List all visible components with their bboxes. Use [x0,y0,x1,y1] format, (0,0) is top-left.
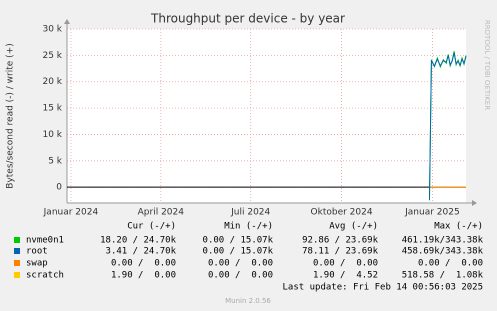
legend-cell: 0.00 / 0.00 [313,259,378,269]
y-tick-label: 30 k [42,25,62,35]
legend-swatch [14,237,20,243]
legend-cell: 461.19k/343.38k [402,236,484,246]
y-tick-label: 10 k [42,130,62,140]
plot-area [67,29,466,203]
legend-cell: 3.41 / 24.70k [106,247,177,257]
x-tick-label: Oktober 2024 [311,208,373,218]
legend-swatch [14,248,20,254]
legend-label: nvme0n1 [26,236,64,246]
legend-cell: 0.00 / 0.00 [111,259,176,269]
axis-arrow [64,19,70,24]
legend-cell: 1.90 / 0.00 [111,271,176,281]
last-update: Last update: Fri Feb 14 00:56:03 2025 [283,283,483,293]
y-axis-label: Bytes/second read (-) / write (+) [6,43,16,188]
legend-swatch [14,260,20,266]
y-tick-label: 0 [56,183,62,193]
y-tick-label: 25 k [42,51,62,61]
legend-cell: 92.86 / 23.69k [302,236,378,246]
legend-cell: 0.00 / 15.07k [203,247,274,257]
legend-cell: 458.69k/343.38k [402,247,484,257]
legend-cell: 0.00 / 15.07k [203,236,274,246]
legend-cell: 1.90 / 4.52 [313,271,378,281]
footer: Munin 2.0.56 [225,297,271,305]
column-header: Cur (-/+) [127,222,176,232]
legend-label: root [26,247,48,257]
legend-label: scratch [26,271,64,281]
y-tick-label: 20 k [42,77,62,87]
legend-cell: 78.11 / 23.69k [302,247,378,257]
x-tick-label: April 2024 [138,208,185,218]
axis-arrow [472,200,477,206]
chart-title: Throughput per device - by year [150,12,345,26]
legend-cell: 0.00 / 0.00 [418,259,483,269]
column-header: Max (-/+) [434,222,483,232]
column-header: Min (-/+) [224,222,273,232]
side-label: RRDTOOL / TOBI OETIKER [483,20,491,110]
y-tick-label: 5 k [48,156,63,166]
x-tick-label: Juli 2024 [230,208,270,218]
legend-swatch [14,272,20,278]
legend-label: swap [26,259,48,269]
legend-cell: 518.58 / 1.08k [402,271,484,281]
x-tick-label: Januar 2024 [43,208,99,218]
legend-cell: 0.00 / 0.00 [208,259,273,269]
y-tick-label: 15 k [42,104,62,114]
series-line [428,52,467,200]
legend-cell: 18.20 / 24.70k [100,236,176,246]
legend-cell: 0.00 / 0.00 [208,271,273,281]
column-header: Avg (-/+) [329,222,378,232]
x-tick-label: Januar 2025 [404,208,460,218]
